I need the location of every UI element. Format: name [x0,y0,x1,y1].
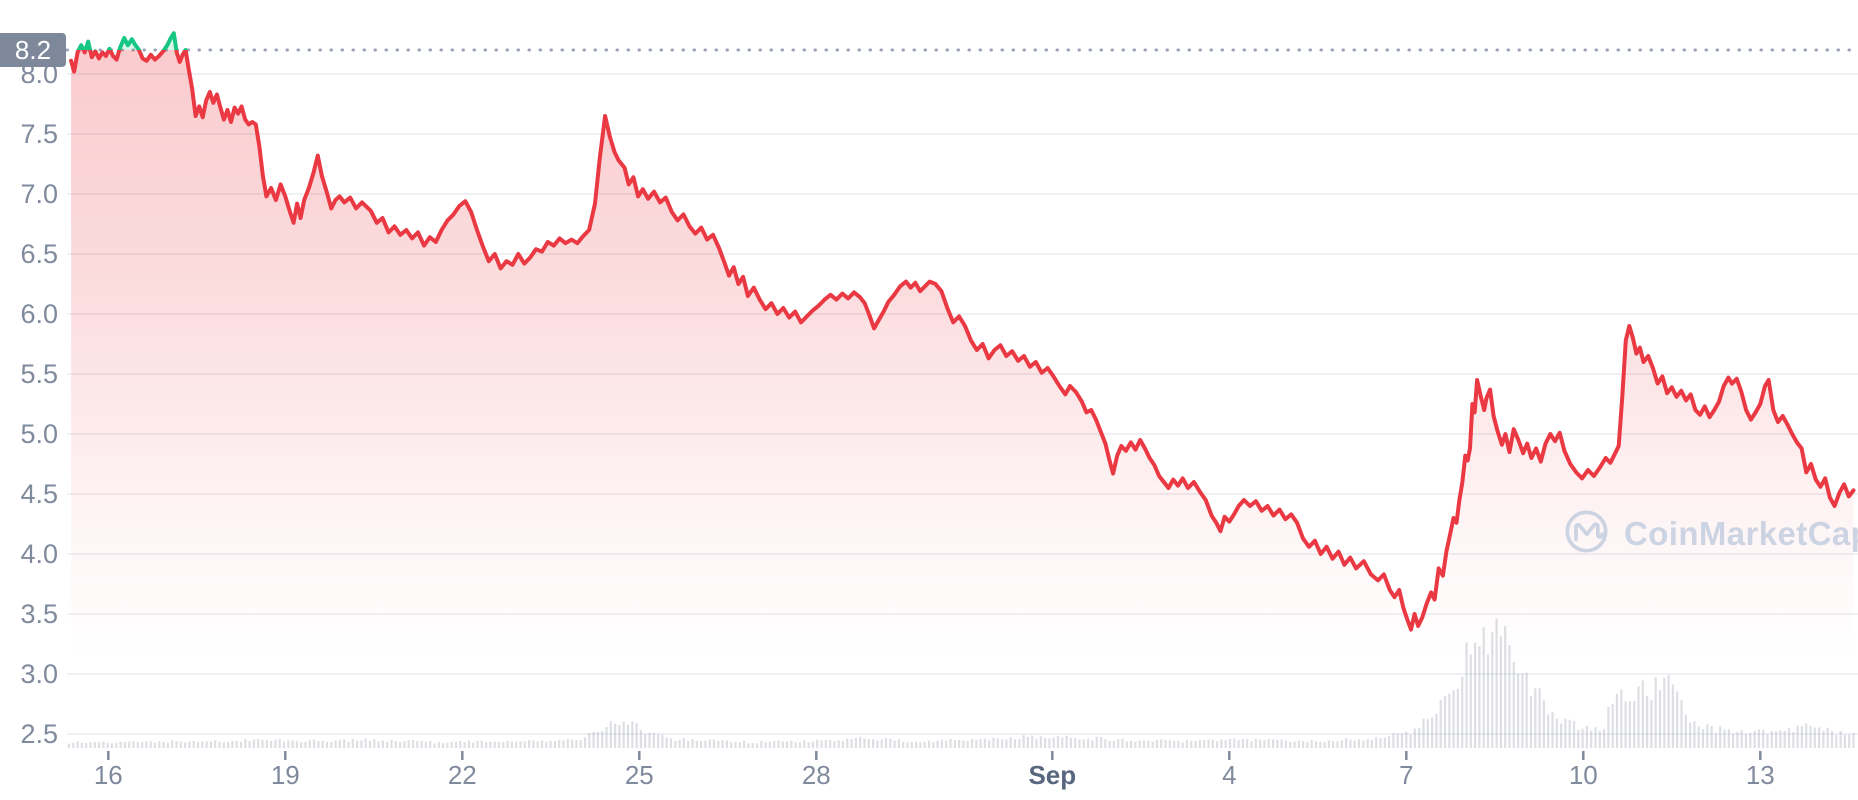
x-axis-label: 25 [625,760,654,790]
x-axis-label: 13 [1746,760,1775,790]
x-axis-label: 16 [94,760,123,790]
y-axis-label: 6.5 [20,239,58,269]
x-axis-label: 22 [448,760,477,790]
y-axis-label: 5.5 [20,359,58,389]
x-axis-label: 19 [271,760,300,790]
x-axis-label: 4 [1222,760,1236,790]
price-line-down [69,50,1856,632]
y-axis-label: 6.0 [20,299,58,329]
current-price-badge: 8.2 [0,33,66,67]
x-axis-label: Sep [1028,760,1076,790]
current-price-label: 8.2 [14,34,52,65]
y-axis-label: 5.0 [20,419,58,449]
x-axis-label: 7 [1399,760,1413,790]
y-axis-label: 4.0 [20,539,58,569]
y-axis-label: 7.5 [20,119,58,149]
volume-bars[interactable] [67,618,1855,748]
x-axis-label: 28 [802,760,831,790]
y-axis-label: 2.5 [20,719,58,749]
x-axis-label: 10 [1569,760,1598,790]
y-axis-label: 4.5 [20,479,58,509]
y-axis-label: 3.0 [20,659,58,689]
y-axis-label: 7.0 [20,179,58,209]
y-axis-label: 3.5 [20,599,58,629]
price-area-down [71,50,1854,748]
